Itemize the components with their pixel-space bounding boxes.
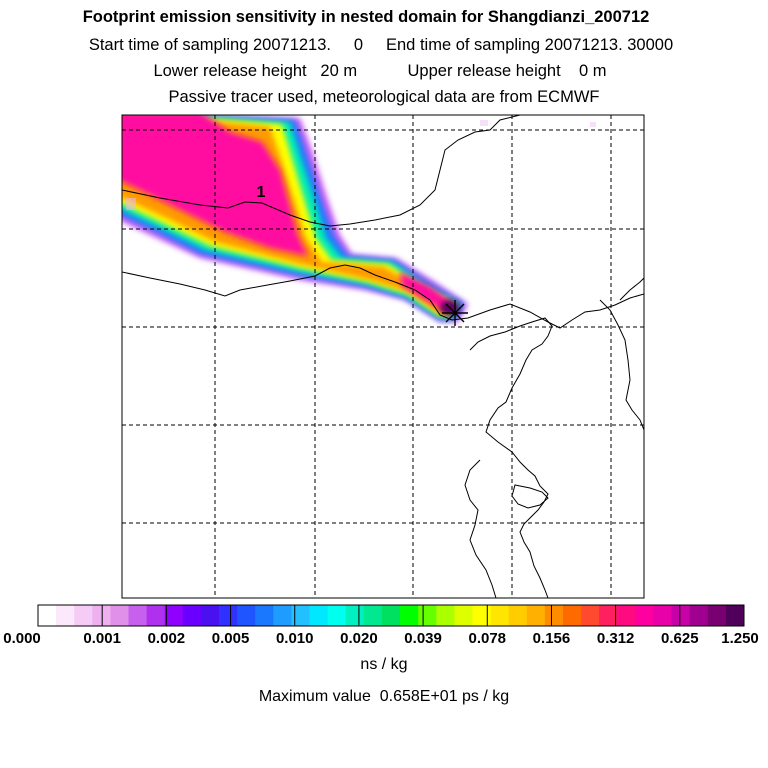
colorbar-swatch (617, 605, 636, 626)
colorbar-swatch (490, 605, 510, 626)
colorbar-swatch (255, 605, 274, 626)
colorbar-swatch (327, 605, 347, 626)
coastlines (122, 115, 644, 598)
coastline-peninsula (599, 299, 644, 431)
colorbar-unit: ns / kg (360, 656, 408, 673)
release-height-line: Lower release height 20 m Upper release … (153, 62, 607, 80)
colorbar-swatch (671, 605, 691, 626)
colorbar-tick-label: 0.078 (468, 630, 507, 647)
colorbar-swatch (219, 605, 238, 626)
colorbar-swatch (436, 605, 455, 626)
colorbar-swatch (38, 605, 57, 626)
colorbar-tick-label: 0.039 (404, 630, 442, 647)
colorbar-swatch (182, 605, 202, 626)
colorbar-tick-label: 0.005 (211, 630, 250, 647)
colorbar-swatch (562, 605, 582, 626)
colorbar-tick-label: 0.020 (340, 630, 378, 647)
colorbar-swatch (237, 605, 256, 626)
colorbar-swatch (309, 605, 329, 626)
colorbar-swatch (725, 605, 745, 626)
lat-lon-grid (122, 115, 644, 598)
colorbar-swatch (200, 605, 220, 626)
colorbar-swatch (707, 605, 727, 626)
colorbar-tick-label: 0.312 (596, 630, 635, 647)
receptor-star-icon (442, 300, 468, 326)
coastline-island (511, 484, 549, 509)
colorbar-swatch (146, 605, 166, 626)
colorbar-swatch (110, 605, 129, 626)
colorbar-swatch (381, 605, 401, 626)
colorbar-swatch (526, 605, 546, 626)
coastline-south (464, 459, 497, 598)
colorbar-swatch (508, 605, 528, 626)
tracer-info-line: Passive tracer used, meteorological data… (168, 88, 600, 106)
colorbar-swatch (345, 605, 365, 626)
colorbar-swatch (544, 605, 564, 626)
map-title: Footprint emission sensitivity in nested… (82, 8, 650, 26)
colorbar-tick-label: 0.001 (83, 630, 121, 647)
colorbar-tick-label: 0.625 (661, 630, 699, 647)
emission-sensitivity-plume (122, 115, 596, 322)
colorbar-swatch (599, 605, 618, 626)
colorbar-swatch (653, 605, 672, 626)
colorbar-swatch (454, 605, 473, 626)
colorbar-swatch (291, 605, 310, 626)
colorbar-frame (37, 604, 745, 627)
contour-label: 1 (257, 184, 266, 201)
colorbar (37, 604, 745, 627)
colorbar-swatch (92, 605, 111, 626)
colorbar-swatch (635, 605, 654, 626)
maximum-value: Maximum value 0.658E+01 ps / kg (258, 688, 510, 705)
coastline-bay (469, 317, 553, 598)
sampling-time-line: Start time of sampling 20071213. 0 End t… (88, 36, 674, 54)
plume-layer-magenta-tail (400, 272, 452, 312)
colorbar-tick-label: 0.000 (3, 630, 41, 647)
colorbar-swatch (689, 605, 709, 626)
colorbar-tick-label: 1.250 (721, 630, 759, 647)
colorbar-tick-label: 0.156 (532, 630, 571, 647)
colorbar-tick-label: 0.002 (147, 630, 186, 647)
colorbar-tick-label: 0.010 (275, 630, 314, 647)
colorbar-swatch (164, 605, 184, 626)
colorbar-swatch (273, 605, 292, 626)
colorbar-swatch (74, 605, 93, 626)
colorbar-swatch (400, 605, 419, 626)
colorbar-swatch (128, 605, 148, 626)
colorbar-swatch (581, 605, 600, 626)
map-frame (121, 114, 645, 599)
border-east (619, 277, 644, 301)
colorbar-swatch (56, 605, 75, 626)
coastline-mid (122, 264, 644, 329)
colorbar-swatch (363, 605, 383, 626)
colorbar-swatch (418, 605, 437, 626)
coastline-north (122, 115, 521, 227)
colorbar-swatch (472, 605, 491, 626)
